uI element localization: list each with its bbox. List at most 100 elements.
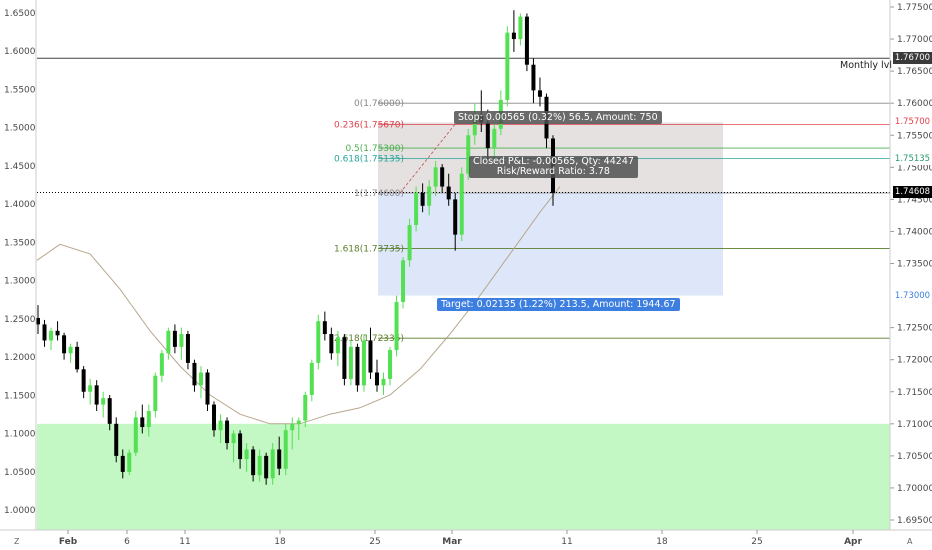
closed-pnl-text: Closed P&L: -0.00565, Qty: 44247: [473, 156, 634, 167]
candle-body: [342, 337, 347, 379]
right-axis-tick: 1.77000: [897, 35, 932, 45]
stop-info-label: Stop: 0.00565 (0.32%) 56.5, Amount: 750: [454, 111, 662, 124]
candle-body: [329, 334, 334, 354]
candle-body: [159, 353, 164, 376]
right-axis-tick: 1.72500: [897, 324, 932, 334]
candle-body: [133, 417, 138, 453]
candle-body: [153, 375, 158, 411]
candle-body: [505, 32, 510, 100]
candle-body: [492, 128, 497, 149]
left-axis-tick: 1.2500: [4, 315, 36, 325]
left-axis-tick: 1.3000: [4, 277, 36, 287]
auto-scale-corner[interactable]: A: [907, 537, 913, 546]
right-axis-tick: 1.70500: [897, 452, 932, 462]
candle-body: [414, 192, 419, 226]
time-axis-tick: Apr: [844, 537, 862, 547]
left-axis-tick: 1.3500: [4, 238, 36, 248]
candle-body: [192, 362, 197, 386]
left-axis-tick: 1.0000: [4, 506, 36, 516]
right-axis-tick: 1.69500: [897, 516, 932, 526]
price-tag: 1.75700: [893, 116, 932, 129]
time-axis-tick: 18: [274, 537, 286, 547]
candle-body: [361, 340, 366, 386]
candle-body: [407, 225, 412, 261]
candle-body: [146, 410, 151, 428]
candle-body: [459, 173, 464, 235]
candle-body: [185, 334, 190, 363]
candle-body: [88, 385, 93, 392]
right-axis-tick: 1.76000: [897, 99, 932, 109]
fib-level-label: 1.618(1.73735): [334, 244, 404, 254]
candle-body: [94, 385, 99, 405]
fib-level-label: 2.618(1.72335): [334, 334, 404, 344]
candle-body: [427, 186, 432, 206]
candle-body: [518, 16, 523, 40]
candle-body: [453, 199, 458, 235]
candle-body: [225, 420, 230, 444]
time-axis-tick: Feb: [59, 537, 78, 547]
fib-level-label: 0.618(1.75135): [334, 155, 404, 165]
right-axis-tick: 1.75500: [897, 131, 932, 141]
left-axis-tick: 1.6000: [4, 47, 36, 57]
candle-body: [107, 398, 112, 424]
position-target-zone: [378, 192, 723, 296]
right-axis-tick: 1.74500: [897, 195, 932, 205]
time-axis-tick: Mar: [442, 537, 462, 547]
candle-body: [485, 122, 490, 149]
time-axis-tick: 25: [751, 537, 762, 547]
monthly-level-label: Monthly lvl: [840, 60, 892, 71]
left-axis-tick: 1.5000: [4, 124, 36, 134]
support-zone: [37, 423, 890, 530]
candle-body: [433, 167, 438, 187]
time-axis[interactable]: Feb 6 11 18 25 Mar 11 18 25 Apr: [59, 530, 863, 547]
candle-body: [140, 417, 145, 428]
candle-body: [244, 449, 249, 460]
candle-body: [277, 449, 282, 469]
left-axis-tick: 1.6500: [4, 9, 36, 19]
price-tag: 1.74608: [893, 186, 932, 199]
left-axis-tick: 1.0500: [4, 468, 36, 478]
candle-body: [420, 192, 425, 206]
timezone-corner[interactable]: Z: [14, 537, 20, 546]
candle-body: [101, 398, 106, 405]
candle-body: [440, 167, 445, 187]
candle-body: [303, 394, 308, 421]
candle-body: [524, 16, 529, 65]
candle-body: [198, 372, 203, 386]
candle-body: [172, 330, 177, 347]
candle-body: [316, 321, 321, 363]
left-price-axis[interactable]: 1.6500 1.6000 1.5500 1.5000 1.4500 1.4000 1.35…: [4, 9, 36, 516]
fib-level-label: 1(1.74600): [354, 189, 404, 199]
candle-body: [251, 449, 256, 476]
fib-level-label: 0.5(1.75300): [345, 144, 404, 154]
candle-body: [264, 455, 269, 479]
right-axis-tick: 1.76500: [897, 67, 932, 77]
candle-body: [55, 330, 60, 336]
candle-body: [348, 346, 353, 379]
candles: [36, 10, 555, 485]
candle-body: [179, 334, 184, 347]
candle-body: [296, 420, 301, 424]
right-axis-tick: 1.70000: [897, 484, 932, 494]
left-axis-tick: 1.5500: [4, 85, 36, 95]
candle-body: [114, 423, 119, 456]
right-price-axis[interactable]: 1.77500 1.77000 1.76500 1.76000 1.75500 1.750…: [890, 3, 932, 526]
time-axis-tick: 18: [656, 537, 668, 547]
candle-body: [466, 135, 471, 174]
right-axis-tick: 1.73500: [897, 260, 932, 270]
candle-body: [81, 369, 86, 392]
candle-body: [212, 404, 217, 431]
candle-body: [231, 433, 236, 444]
left-axis-tick: 1.4500: [4, 162, 36, 172]
right-axis-tick: 1.72000: [897, 356, 932, 366]
candle-body: [381, 378, 386, 386]
candle-body: [49, 330, 54, 341]
candle-body: [205, 372, 210, 405]
candle-body: [446, 186, 451, 200]
time-axis-tick: 11: [179, 537, 190, 547]
candle-body: [42, 324, 47, 341]
target-info-label: Target: 0.02135 (1.22%) 213.5, Amount: 1…: [437, 298, 680, 311]
candle-body: [322, 321, 327, 335]
candle-body: [309, 362, 314, 395]
